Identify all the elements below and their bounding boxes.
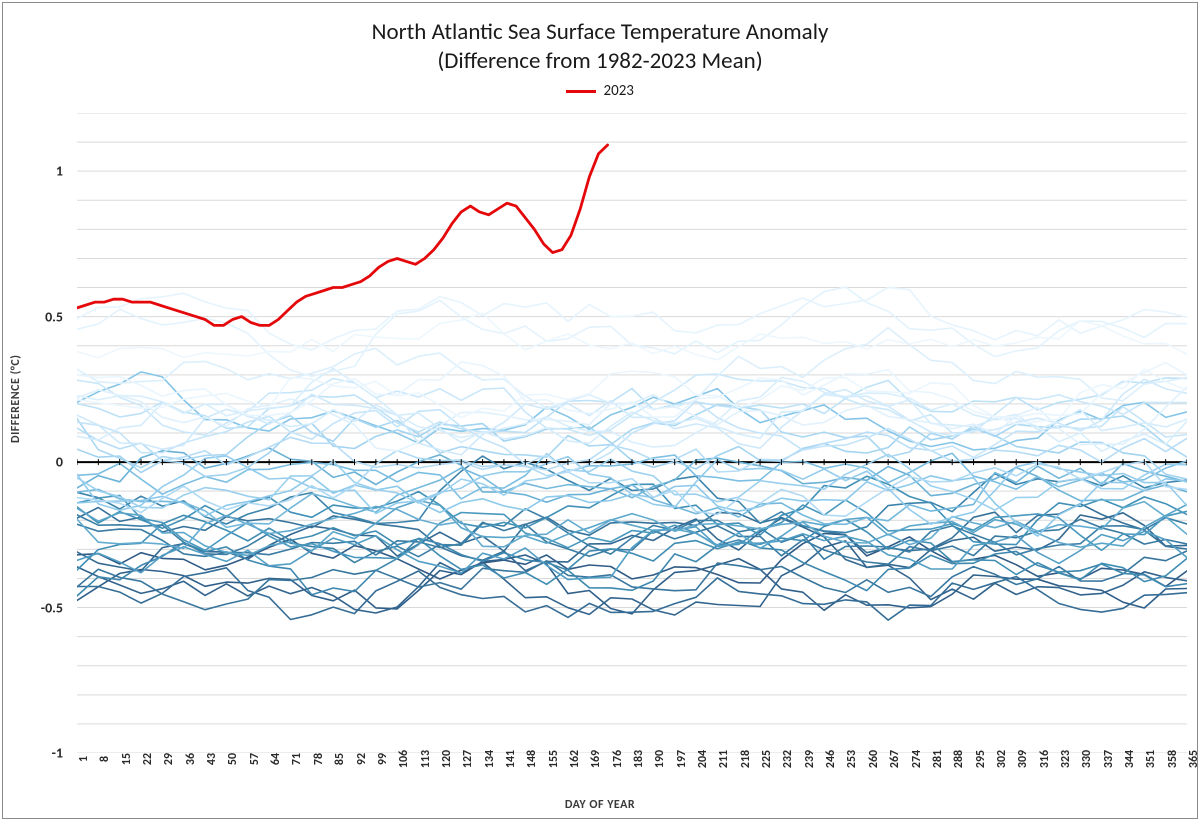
x-tick-label: 8 <box>98 756 112 762</box>
chart-legend: 2023 <box>3 82 1197 100</box>
x-tick-label: 155 <box>547 750 561 768</box>
history-line <box>77 555 1187 614</box>
x-axis-label: DAY OF YEAR <box>3 798 1197 812</box>
x-tick-label: 225 <box>760 750 774 768</box>
x-tick-label: 274 <box>910 750 924 768</box>
x-tick-label: 57 <box>248 753 262 765</box>
y-tick-label: 1 <box>3 163 63 180</box>
x-tick-label: 267 <box>888 750 902 768</box>
x-tick-label: 253 <box>845 750 859 768</box>
x-tick-label: 211 <box>717 750 731 768</box>
x-tick-label: 113 <box>419 750 433 768</box>
x-tick-label: 36 <box>184 753 198 765</box>
x-tick-label: 78 <box>312 753 326 765</box>
x-tick-label: 43 <box>205 753 219 765</box>
x-tick-label: 29 <box>162 753 176 765</box>
x-tick-label: 358 <box>1166 750 1180 768</box>
y-tick-label: 0 <box>3 454 63 471</box>
x-tick-label: 176 <box>611 750 625 768</box>
x-tick-label: 197 <box>675 750 689 768</box>
chart-title: North Atlantic Sea Surface Temperature A… <box>3 18 1197 76</box>
x-tick-label: 309 <box>1016 750 1030 768</box>
x-tick-label: 351 <box>1144 750 1158 768</box>
x-tick-label: 330 <box>1080 750 1094 768</box>
x-tick-label: 183 <box>632 750 646 768</box>
title-line-1: North Atlantic Sea Surface Temperature A… <box>3 18 1197 47</box>
x-tick-label: 22 <box>141 753 155 765</box>
x-tick-label: 295 <box>974 750 988 768</box>
x-tick-label: 141 <box>504 750 518 768</box>
plot-area <box>77 113 1187 753</box>
y-tick-label: -0.5 <box>3 599 63 616</box>
x-tick-label: 204 <box>696 750 710 768</box>
x-tick-label: 337 <box>1102 750 1116 768</box>
x-tick-label: 260 <box>867 750 881 768</box>
history-line <box>77 328 1187 409</box>
legend-swatch-2023 <box>566 90 596 93</box>
history-line <box>77 313 1187 360</box>
x-tick-label: 246 <box>824 750 838 768</box>
x-tick-label: 302 <box>995 750 1009 768</box>
x-tick-label: 1 <box>77 756 91 762</box>
x-tick-label: 64 <box>269 753 283 765</box>
history-line <box>77 551 1187 610</box>
x-tick-label: 120 <box>440 750 454 768</box>
x-tick-label: 85 <box>333 753 347 765</box>
title-line-2: (Difference from 1982-2023 Mean) <box>3 47 1197 76</box>
x-tick-label: 134 <box>483 750 497 768</box>
x-tick-label: 288 <box>952 750 966 768</box>
x-tick-label: 106 <box>397 750 411 768</box>
chart-frame: North Atlantic Sea Surface Temperature A… <box>2 2 1198 819</box>
y-axis-label: DIFFERENCE (°C) <box>9 355 23 444</box>
x-tick-label: 162 <box>568 750 582 768</box>
x-tick-label: 50 <box>226 753 240 765</box>
history-line <box>77 369 1187 452</box>
x-tick-label: 127 <box>461 750 475 768</box>
y-tick-label: -1 <box>3 745 63 762</box>
x-tick-label: 239 <box>803 750 817 768</box>
history-line <box>77 372 1187 450</box>
x-tick-label: 169 <box>589 750 603 768</box>
x-tick-label: 92 <box>355 753 369 765</box>
x-tick-label: 148 <box>525 750 539 768</box>
y-tick-label: 0.5 <box>3 308 63 325</box>
x-tick-label: 281 <box>931 750 945 768</box>
x-tick-label: 365 <box>1187 750 1200 768</box>
x-tick-label: 218 <box>739 750 753 768</box>
x-tick-label: 344 <box>1123 750 1137 768</box>
x-tick-label: 316 <box>1038 750 1052 768</box>
legend-label-2023: 2023 <box>603 82 633 100</box>
x-tick-label: 232 <box>781 750 795 768</box>
series-2023 <box>77 145 608 325</box>
x-tick-label: 323 <box>1059 750 1073 768</box>
x-tick-label: 99 <box>376 753 390 765</box>
x-tick-label: 71 <box>290 753 304 765</box>
x-tick-label: 15 <box>120 753 134 765</box>
x-tick-label: 190 <box>653 750 667 768</box>
